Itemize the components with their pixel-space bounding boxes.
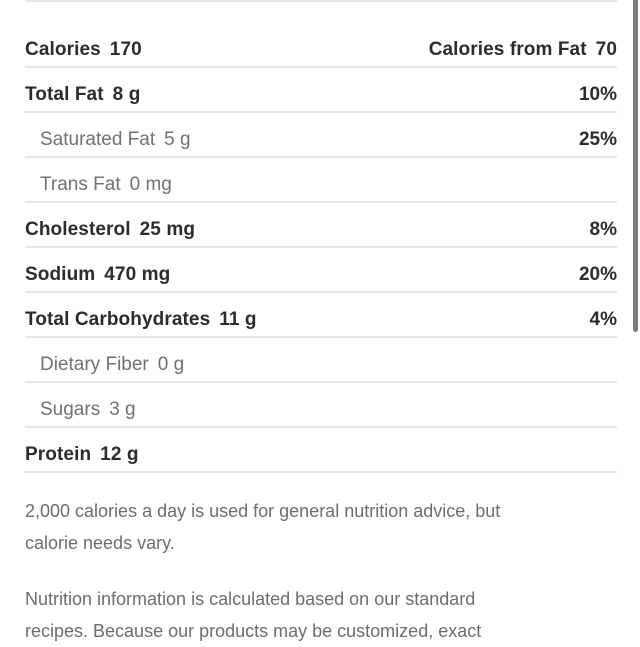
- table-row-sodium: Sodium 470 mg 20%: [25, 248, 617, 293]
- nutrient-cell: Protein 12 g: [25, 444, 139, 465]
- nutrient-name: Saturated Fat: [40, 129, 156, 150]
- nutrient-cell: Saturated Fat 5 g: [40, 129, 191, 150]
- daily-value: 4%: [589, 309, 617, 330]
- nutrient-name: Total Carbohydrates: [25, 309, 211, 330]
- calories-cell: Calories 170: [25, 39, 142, 60]
- disclaimer-line: calorie needs vary.: [25, 533, 175, 553]
- table-row-total-carbohydrates: Total Carbohydrates 11 g 4%: [25, 293, 617, 338]
- calories-row: Calories 170 Calories from Fat 70: [25, 0, 617, 68]
- nutrient-cell: Sugars 3 g: [40, 399, 136, 420]
- table-row-trans-fat: Trans Fat 0 mg: [25, 158, 617, 203]
- nutrient-amount: 0 g: [157, 354, 185, 375]
- nutrient-amount: 11 g: [219, 309, 257, 330]
- nutrient-amount: 25 mg: [139, 219, 196, 240]
- table-row-dietary-fiber: Dietary Fiber 0 g: [25, 338, 617, 383]
- nutrient-cell: Sodium 470 mg: [25, 264, 170, 285]
- nutrient-amount: 12 g: [100, 444, 139, 465]
- table-row-saturated-fat: Saturated Fat 5 g 25%: [25, 113, 617, 158]
- calories-label: Calories: [25, 39, 101, 60]
- disclaimer-line: recipes. Because our products may be cus…: [25, 621, 482, 641]
- table-row-sugars: Sugars 3 g: [25, 383, 617, 428]
- daily-value: 20%: [578, 264, 617, 285]
- nutrient-name: Cholesterol: [25, 219, 131, 240]
- nutrient-cell: Total Carbohydrates 11 g: [25, 309, 257, 330]
- nutrient-cell: Trans Fat 0 mg: [40, 174, 172, 195]
- calories-from-fat-label: Calories from Fat: [428, 39, 587, 60]
- disclaimer-line: 2,000 calories a day is used for general…: [25, 501, 501, 521]
- nutrient-amount: 5 g: [164, 129, 191, 150]
- nutrient-cell: Dietary Fiber 0 g: [40, 354, 184, 375]
- calorie-advice-disclaimer: 2,000 calories a day is used for general…: [25, 495, 617, 559]
- calories-value: 170: [109, 39, 142, 60]
- table-row-cholesterol: Cholesterol 25 mg 8%: [25, 203, 617, 248]
- nutrition-info-disclaimer: Nutrition information is calculated base…: [25, 583, 617, 647]
- nutrient-cell: Total Fat 8 g: [25, 84, 140, 105]
- table-row-total-fat: Total Fat 8 g 10%: [25, 68, 617, 113]
- nutrient-name: Sodium: [25, 264, 96, 285]
- nutrient-name: Dietary Fiber: [40, 354, 149, 375]
- daily-value: 25%: [578, 129, 617, 150]
- nutrient-amount: 0 mg: [129, 174, 172, 195]
- nutrient-name: Protein: [25, 444, 92, 465]
- nutrient-amount: 8 g: [112, 84, 141, 105]
- table-row-protein: Protein 12 g: [25, 428, 617, 473]
- vertical-scrollbar-thumb[interactable]: [633, 0, 638, 332]
- nutrient-name: Total Fat: [25, 84, 104, 105]
- calories-from-fat-cell: Calories from Fat 70: [429, 39, 617, 60]
- nutrient-name: Sugars: [40, 399, 101, 420]
- nutrient-amount: 470 mg: [104, 264, 171, 285]
- daily-value: 8%: [589, 219, 617, 240]
- nutrient-name: Trans Fat: [40, 174, 121, 195]
- daily-value: 10%: [578, 84, 617, 105]
- nutrient-amount: 3 g: [109, 399, 136, 420]
- nutrient-cell: Cholesterol 25 mg: [25, 219, 195, 240]
- calories-from-fat-value: 70: [595, 39, 617, 60]
- disclaimer-line: Nutrition information is calculated base…: [25, 589, 476, 609]
